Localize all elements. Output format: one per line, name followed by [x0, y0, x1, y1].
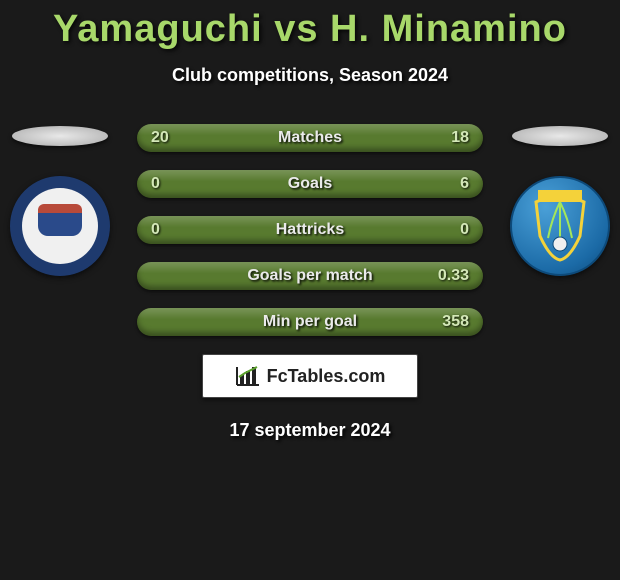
svg-text:T: T	[558, 193, 563, 202]
brand-box: FcTables.com	[202, 354, 418, 398]
stat-right-value: 6	[429, 175, 469, 193]
stat-right-value: 358	[429, 313, 469, 331]
stat-row-goals-per-match: Goals per match 0.33	[137, 262, 483, 290]
page-subtitle: Club competitions, Season 2024	[0, 65, 620, 86]
date-text: 17 september 2024	[0, 420, 620, 441]
left-player-marker	[12, 126, 108, 146]
right-player-marker	[512, 126, 608, 146]
left-club-badge	[10, 176, 110, 276]
stat-row-hattricks: 0 Hattricks 0	[137, 216, 483, 244]
brand-text: FcTables.com	[267, 366, 386, 387]
stat-right-value: 0.33	[429, 267, 469, 285]
right-club-badge: T	[510, 176, 610, 276]
right-player-column: T	[500, 124, 620, 276]
stat-bars: 20 Matches 18 0 Goals 6 0 Hattricks 0 Go…	[137, 124, 483, 336]
left-player-column	[0, 124, 120, 276]
bar-chart-icon	[235, 365, 261, 387]
stat-right-value: 0	[429, 221, 469, 239]
stat-right-value: 18	[429, 129, 469, 147]
stat-row-goals: 0 Goals 6	[137, 170, 483, 198]
stats-area: T 20 Matches 18 0 Goals 6 0 Hattricks 0 …	[0, 124, 620, 336]
stat-row-matches: 20 Matches 18	[137, 124, 483, 152]
stat-row-min-per-goal: Min per goal 358	[137, 308, 483, 336]
page-title: Yamaguchi vs H. Minamino	[0, 0, 620, 51]
